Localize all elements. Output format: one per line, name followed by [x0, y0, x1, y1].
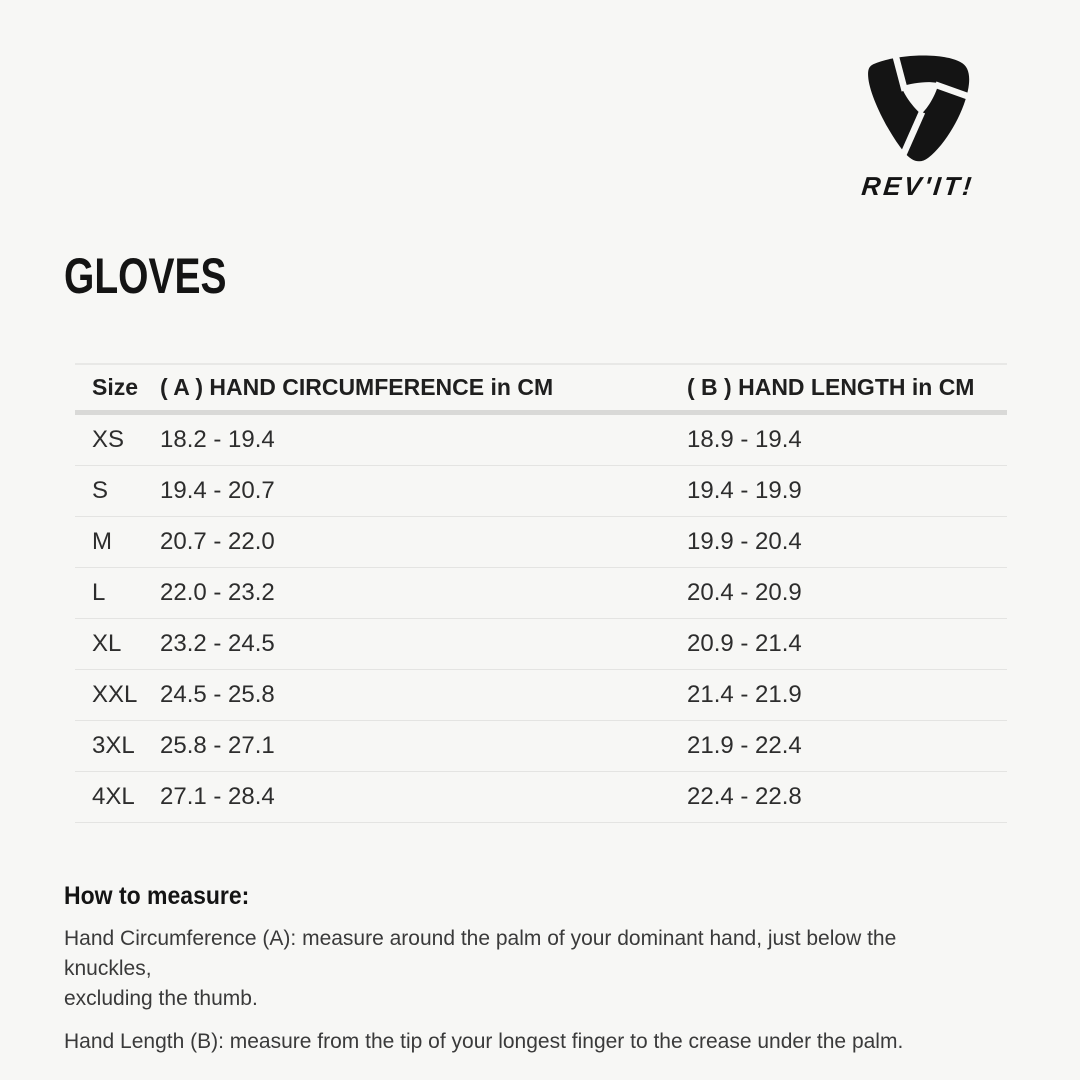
cell-hand-length: 22.4 - 22.8 [687, 783, 802, 810]
size-table-header: Size ( A ) HAND CIRCUMFERENCE in CM ( B … [75, 363, 1007, 415]
column-header-size: Size [92, 374, 139, 400]
table-row: XL 23.2 - 24.5 20.9 - 21.4 [75, 619, 1007, 670]
how-to-measure-heading: How to measure: [64, 882, 250, 910]
brand-wordmark: REV'IT! [860, 171, 976, 201]
how-to-measure-section: How to measure: Hand Circumference (A): … [64, 882, 974, 1070]
table-row: S 19.4 - 20.7 19.4 - 19.9 [75, 466, 1007, 517]
cell-hand-circumference: 27.1 - 28.4 [160, 783, 275, 810]
cell-hand-circumference: 20.7 - 22.0 [160, 528, 275, 555]
cell-hand-length: 21.9 - 22.4 [687, 732, 802, 759]
table-row: 4XL 27.1 - 28.4 22.4 - 22.8 [75, 772, 1007, 823]
cell-hand-circumference: 19.4 - 20.7 [160, 477, 275, 504]
cell-size: S [92, 477, 109, 504]
size-table: Size ( A ) HAND CIRCUMFERENCE in CM ( B … [75, 363, 1007, 823]
cell-size: 4XL [92, 783, 135, 810]
cell-size: XL [92, 630, 122, 657]
cell-size: M [92, 528, 112, 555]
cell-hand-circumference: 22.0 - 23.2 [160, 579, 275, 606]
cell-size: XS [92, 426, 125, 453]
cell-hand-circumference: 25.8 - 27.1 [160, 732, 275, 759]
hand-circumference-instructions: Hand Circumference (A): measure around t… [64, 927, 897, 1010]
column-header-hand-length: ( B ) HAND LENGTH in CM [687, 374, 975, 400]
cell-hand-length: 19.9 - 20.4 [687, 528, 802, 555]
cell-hand-circumference: 24.5 - 25.8 [160, 681, 275, 708]
cell-hand-length: 20.4 - 20.9 [687, 579, 802, 606]
revit-shield-icon [868, 51, 980, 162]
cell-hand-circumference: 18.2 - 19.4 [160, 426, 275, 453]
table-row: 3XL 25.8 - 27.1 21.9 - 22.4 [75, 721, 1007, 772]
size-table-body: XS 18.2 - 19.4 18.9 - 19.4 S 19.4 - 20.7 19.4… [75, 415, 1007, 823]
brand-logo: REV'IT! [843, 50, 993, 202]
cell-size: XXL [92, 681, 138, 708]
cell-size: L [92, 579, 106, 606]
page-title: GLOVES [64, 248, 227, 304]
table-row: M 20.7 - 22.0 19.9 - 20.4 [75, 517, 1007, 568]
column-header-hand-circumference: ( A ) HAND CIRCUMFERENCE in CM [160, 374, 554, 400]
cell-hand-length: 18.9 - 19.4 [687, 426, 802, 453]
cell-size: 3XL [92, 732, 135, 759]
cell-hand-circumference: 23.2 - 24.5 [160, 630, 275, 657]
table-row: L 22.0 - 23.2 20.4 - 20.9 [75, 568, 1007, 619]
cell-hand-length: 21.4 - 21.9 [687, 681, 802, 708]
cell-hand-length: 19.4 - 19.9 [687, 477, 802, 504]
hand-length-instructions: Hand Length (B): measure from the tip of… [64, 1030, 904, 1053]
cell-hand-length: 20.9 - 21.4 [687, 630, 802, 657]
table-row: XS 18.2 - 19.4 18.9 - 19.4 [75, 415, 1007, 466]
table-row: XXL 24.5 - 25.8 21.4 - 21.9 [75, 670, 1007, 721]
